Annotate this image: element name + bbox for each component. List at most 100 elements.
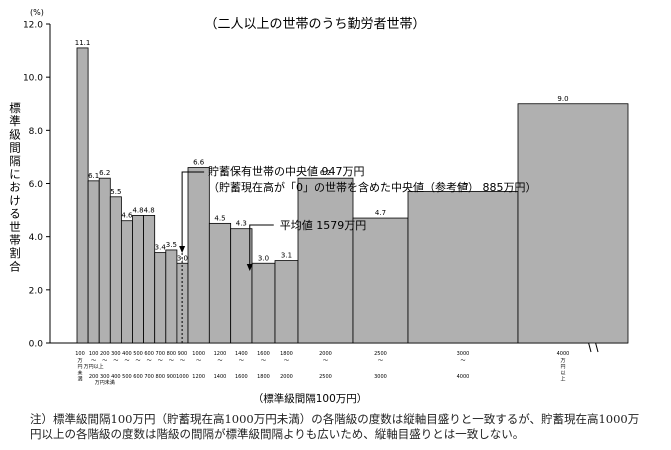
x-axis-label: （標準級間隔100万円） bbox=[253, 392, 368, 405]
x-tick-mid: 〜 bbox=[180, 358, 185, 364]
x-tick-bottom: 1400 bbox=[214, 374, 227, 380]
x-tick-mid: 〜 bbox=[460, 358, 465, 364]
y-label-char: 合 bbox=[9, 259, 21, 273]
x-tick-mid: 万 bbox=[560, 358, 565, 364]
y-tick-label: 10.0 bbox=[23, 74, 43, 84]
bar-value-label: 5.7 bbox=[457, 182, 468, 190]
bar-value-label: 3.4 bbox=[155, 244, 167, 252]
bar bbox=[109, 196, 122, 344]
bar bbox=[143, 214, 156, 344]
x-tick-mid: 〜 bbox=[102, 358, 107, 364]
x-tick-mid: 〜 bbox=[158, 358, 163, 364]
x-tick-label: 400〜 500 bbox=[122, 351, 132, 380]
x-tick-top: 700 bbox=[155, 351, 165, 357]
footnote: 注）標準級間隔100万円（貯蓄現在高1000万円未満）の各階級の度数は縦軸目盛り… bbox=[30, 412, 640, 441]
bar bbox=[187, 167, 210, 344]
x-tick-label: 300〜 400 bbox=[111, 351, 121, 380]
x-tick-bottom: 900 bbox=[167, 374, 177, 380]
y-label-char: 世 bbox=[9, 220, 21, 234]
x-tick-top: 600 bbox=[144, 351, 154, 357]
bar-value-label: 4.6 bbox=[121, 212, 133, 220]
x-tick-top: 100 bbox=[89, 351, 99, 357]
bar-value-label: 9.0 bbox=[557, 95, 568, 103]
bar-value-label: 6.2 bbox=[99, 169, 110, 177]
median-annotation-text: 貯蓄保有世帯の中央値 947万円 bbox=[208, 164, 365, 178]
x-tick-bottom: 300 bbox=[100, 374, 110, 380]
x-tick-top: 400 bbox=[122, 351, 132, 357]
bars bbox=[76, 47, 629, 344]
x-tick-label: 1400〜 1600 bbox=[235, 351, 248, 380]
x-tick-bottom: 2500 bbox=[319, 374, 332, 380]
x-tick-top: 4000 bbox=[557, 351, 570, 357]
bar-value-label: 4.3 bbox=[236, 220, 247, 228]
x-tick-bottom: 1000 bbox=[176, 374, 189, 380]
x-tick-mid: 〜 bbox=[261, 358, 266, 364]
x-tick-top: 2500 bbox=[374, 351, 387, 357]
x-tick-label: 2500〜 3000 bbox=[374, 351, 387, 380]
bar-value-label: 5.5 bbox=[110, 188, 121, 196]
bar bbox=[165, 249, 178, 344]
x-tick-label: 1200〜 1400 bbox=[214, 351, 227, 380]
x-tick-label: 1800〜 2000 bbox=[280, 351, 293, 380]
x-tick-label: 700〜 800 bbox=[155, 351, 165, 380]
x-tick-label: 1600〜 1800 bbox=[257, 351, 270, 380]
x-tick-label: 100〜万円以上 200 bbox=[84, 351, 104, 380]
x-tick-top: 800 bbox=[167, 351, 177, 357]
x-tick-bottom: 500 bbox=[122, 374, 132, 380]
x-tick-mid: 以 bbox=[560, 370, 565, 376]
x-tick-label: 800〜 900 bbox=[167, 351, 177, 380]
x-tick-top: 300 bbox=[111, 351, 121, 357]
x-tick-bottom: 1800 bbox=[257, 374, 270, 380]
y-label-char: 準 bbox=[9, 114, 21, 128]
x-tick-bottom: 400 bbox=[111, 374, 121, 380]
bar-value-label: 3.5 bbox=[166, 241, 177, 249]
y-label-char: 割 bbox=[9, 246, 21, 260]
median-arrowhead bbox=[179, 246, 186, 253]
mean-annotation-text: 平均値 1579万円 bbox=[280, 219, 367, 232]
x-tick-mid: 〜 bbox=[284, 358, 289, 364]
x-tick-label: 1000〜 1200 bbox=[192, 351, 205, 380]
median-annotation-text: （貯蓄現在高が「0」の世帯を含めた中央値（参考値） 885万円） bbox=[208, 180, 537, 194]
x-tick-label: 500〜 600 bbox=[133, 351, 143, 380]
x-tick-mid: 〜 bbox=[239, 358, 244, 364]
x-tick-top: 1800 bbox=[280, 351, 293, 357]
bar-value-label: 4.5 bbox=[214, 214, 225, 222]
y-tick-label: 8.0 bbox=[29, 127, 44, 137]
x-tick-mid: 〜 bbox=[378, 358, 383, 364]
bar bbox=[251, 262, 276, 344]
x-tick-top: 1400 bbox=[235, 351, 248, 357]
bar bbox=[274, 260, 299, 344]
x-tick-mid: 〜 bbox=[196, 358, 201, 364]
x-tick-bottom: 万円未満 bbox=[95, 379, 115, 386]
x-tick-top: 2000 bbox=[319, 351, 332, 357]
x-tick-mid: 〜 bbox=[217, 358, 222, 364]
y-tick-label: 2.0 bbox=[29, 286, 44, 296]
x-tick-top: 200 bbox=[100, 351, 110, 357]
y-label-char: 間 bbox=[9, 141, 21, 155]
bar bbox=[176, 262, 189, 344]
y-tick-label: 0.0 bbox=[29, 340, 44, 350]
x-tick-bottom: 700 bbox=[144, 374, 154, 380]
x-tick-mid: 〜 bbox=[124, 358, 129, 364]
x-tick-mid: 〜 bbox=[323, 358, 328, 364]
median-leader-line bbox=[181, 171, 205, 250]
x-tick-bottom: 600 bbox=[133, 374, 143, 380]
x-tick-bottom: 2000 bbox=[280, 374, 293, 380]
x-tick-top: 1200 bbox=[214, 351, 227, 357]
bar bbox=[98, 177, 111, 344]
x-tick-bottom: 4000 bbox=[457, 374, 470, 380]
x-tick-label: 600〜 700 bbox=[144, 351, 154, 380]
x-tick-bottom: 800 bbox=[155, 374, 165, 380]
x-tick-top: 1600 bbox=[257, 351, 270, 357]
bar bbox=[76, 47, 89, 344]
x-tick-mid: 〜 bbox=[147, 358, 152, 364]
x-tick-mid: 円 bbox=[560, 364, 565, 370]
x-tick-bottom: 3000 bbox=[374, 374, 387, 380]
y-label-char: け bbox=[9, 193, 21, 207]
x-tick-mid: 〜 bbox=[91, 358, 96, 364]
x-tick-mid: 〜 bbox=[169, 358, 174, 364]
x-tick-mid: 万 bbox=[77, 358, 82, 364]
y-label-char: る bbox=[9, 207, 21, 221]
